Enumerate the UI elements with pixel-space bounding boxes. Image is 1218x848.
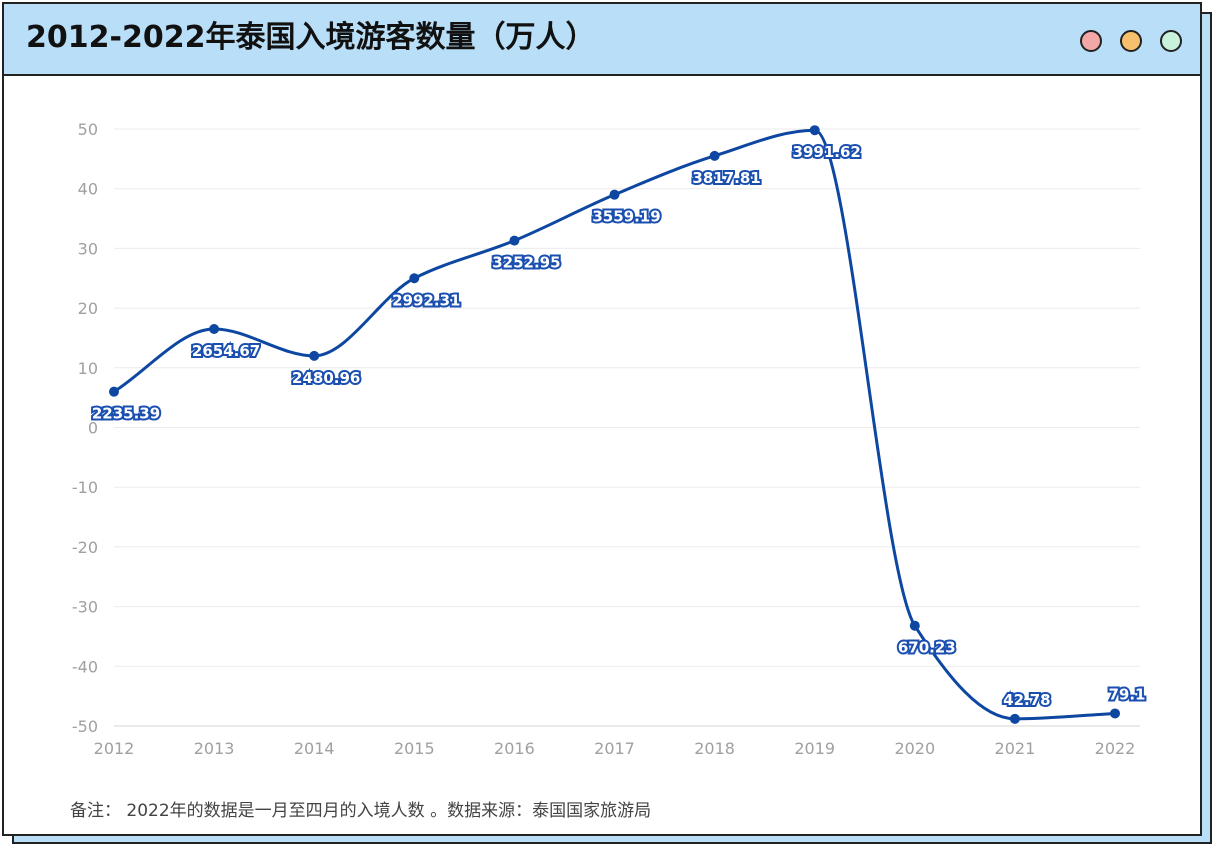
data-points [109,125,1120,724]
x-tick-label: 2018 [694,739,735,758]
y-tick-label: -40 [72,657,98,676]
x-tick-label: 2015 [394,739,435,758]
y-tick-label: -50 [72,717,98,736]
data-point[interactable] [409,273,420,284]
data-point[interactable] [1009,713,1020,724]
data-label: 3252.95 [492,254,560,272]
data-point[interactable] [809,125,820,136]
data-label: 42.78 [1003,691,1050,709]
x-axis-ticks: 2012 2013 2014 2015 2016 2017 2018 2019 2020 2021… [94,739,1136,758]
y-tick-label: -10 [72,478,98,497]
x-tick-label: 2019 [794,739,835,758]
data-label: 3991.62 [793,143,861,161]
data-point[interactable] [1110,708,1120,719]
y-tick-label: 50 [78,120,98,139]
x-tick-label: 2020 [894,739,935,758]
x-tick-label: 2014 [294,739,335,758]
y-tick-label: 30 [78,239,98,258]
y-tick-label: -30 [72,598,98,617]
data-point[interactable] [209,323,220,334]
y-tick-label: 0 [88,419,98,438]
data-label: 670.23 [898,639,956,657]
chart-card: 2012-2022年泰国入境游客数量（万人） [2,2,1202,836]
x-tick-label: 2017 [594,739,635,758]
y-tick-label: 40 [78,180,98,199]
x-tick-label: 2012 [94,739,135,758]
x-tick-label: 2022 [1095,739,1136,758]
x-tick-label: 2013 [194,739,235,758]
data-point[interactable] [509,235,520,246]
data-point[interactable] [309,350,320,361]
data-label: 3559.19 [592,208,660,226]
page-title: 2012-2022年泰国入境游客数量（万人） [26,20,596,55]
data-label: 2992.31 [392,291,460,309]
close-dot[interactable] [1080,30,1102,52]
data-label: 2654.67 [192,342,260,360]
data-label: 3817.81 [692,169,760,187]
data-point[interactable] [109,386,119,397]
x-tick-label: 2016 [494,739,535,758]
data-label: 2480.96 [292,369,360,387]
x-tick-label: 2021 [995,739,1036,758]
grid-lines [114,128,1140,727]
data-label: 79.1 [1108,685,1145,703]
y-tick-label: -20 [72,538,98,557]
data-point[interactable] [709,150,720,161]
y-tick-label: 20 [78,299,98,318]
footnote: 备注： 2022年的数据是一月至四月的入境人数 。数据来源：泰国国家旅游局 [70,801,652,821]
maximize-dot[interactable] [1160,30,1182,52]
data-label: 2235.39 [92,405,160,423]
data-labels: 2235.39 2654.67 2480.96 2992.31 3252.95 3559.… [90,141,1148,711]
y-tick-label: 10 [78,359,98,378]
window-controls [1080,30,1182,52]
y-axis-ticks: 50 40 30 20 10 0 -10 -20 -30 -40 -50 [72,120,98,736]
card-header: 2012-2022年泰国入境游客数量（万人） [4,4,1200,76]
minimize-dot[interactable] [1120,30,1142,52]
data-point[interactable] [909,620,920,631]
data-point[interactable] [609,189,620,200]
series-line [113,128,1116,721]
